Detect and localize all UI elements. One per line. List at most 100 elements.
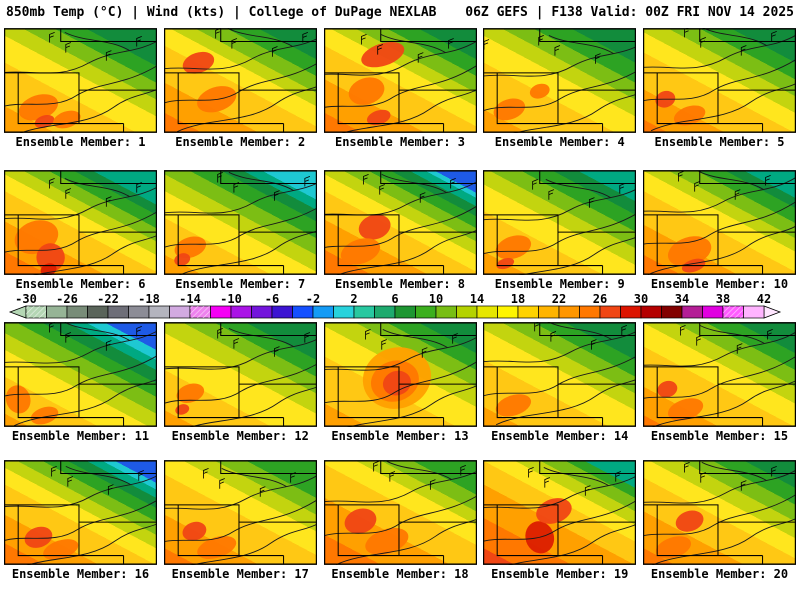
colorbar-tick-label: -14 [179,292,201,306]
colorbar-tick-label: 34 [675,292,689,306]
colorbar-segment [353,305,375,319]
colorbar-segment [333,305,355,319]
ensemble-member-label: Ensemble Member: 11 [11,429,150,443]
ensemble-map [483,170,637,275]
ensemble-member-label: Ensemble Member: 20 [650,567,789,581]
colorbar-tick-label: 6 [391,292,398,306]
ensemble-map [643,460,796,565]
ensemble-member-cell: Ensemble Member: 2 [163,28,317,149]
ensemble-map [163,460,317,565]
colorbar-tick-label: 2 [350,292,357,306]
colorbar-segment [128,305,150,319]
colorbar-tick-label: 26 [593,292,607,306]
ensemble-member-label: Ensemble Member: 9 [494,277,625,291]
ensemble-member-cell: Ensemble Member: 11 [4,322,157,443]
ensemble-member-cell: Ensemble Member: 19 [483,460,637,581]
ensemble-map [4,28,157,133]
ensemble-map [4,460,157,565]
ensemble-row-2: Ensemble Member: 6 Ensemble Member: 7 Ense… [4,170,796,291]
colorbar-tick-label: 18 [511,292,525,306]
ensemble-member-label: Ensemble Member: 6 [15,277,146,291]
colorbar-segment [394,305,416,319]
ensemble-member-label: Ensemble Member: 17 [171,567,309,581]
colorbar-segment [661,305,683,319]
colorbar-segment [87,305,109,319]
ensemble-member-cell: Ensemble Member: 13 [323,322,477,443]
colorbar-tick-label: -26 [56,292,78,306]
colorbar-tick-label: -6 [265,292,279,306]
colorbar-tick-label: 38 [716,292,730,306]
ensemble-member-label: Ensemble Member: 10 [650,277,789,291]
colorbar-segment [497,305,519,319]
ensemble-member-label: Ensemble Member: 14 [491,429,629,443]
colorbar-segment [312,305,334,319]
ensemble-member-cell: Ensemble Member: 14 [483,322,637,443]
ensemble-map [4,322,157,427]
ensemble-map [4,170,157,275]
colorbar-segment [46,305,68,319]
ensemble-map [163,322,317,427]
colorbar-segment [702,305,724,319]
ensemble-map [323,170,477,275]
colorbar-tick-label: 42 [757,292,771,306]
ensemble-member-cell: Ensemble Member: 18 [323,460,477,581]
ensemble-member-cell: Ensemble Member: 16 [4,460,157,581]
ensemble-row-3: Ensemble Member: 11 Ensemble Member: 12 En… [4,322,796,443]
ensemble-member-label: Ensemble Member: 1 [15,135,146,149]
product-title: 850mb Temp (°C) | Wind (kts) | College o… [6,5,437,20]
ensemble-map [323,28,477,133]
ensemble-member-cell: Ensemble Member: 3 [323,28,477,149]
colorbar-tick-label: 14 [470,292,484,306]
colorbar-segment [169,305,191,319]
ensemble-member-cell: Ensemble Member: 17 [163,460,317,581]
colorbar-segment [620,305,642,319]
colorbar-segment [292,305,314,319]
ensemble-map [643,322,796,427]
colorbar-segment [251,305,273,319]
ensemble-member-label: Ensemble Member: 19 [491,567,629,581]
ensemble-member-label: Ensemble Member: 18 [331,567,469,581]
colorbar-segment [374,305,396,319]
colorbar-tick-label: 10 [429,292,443,306]
colorbar-segment [558,305,580,319]
ensemble-map [643,28,796,133]
ensemble-member-label: Ensemble Member: 13 [331,429,469,443]
colorbar-segment [640,305,662,319]
ensemble-map [483,460,637,565]
colorbar-segment [538,305,560,319]
ensemble-member-cell: Ensemble Member: 1 [4,28,157,149]
colorbar-segment [271,305,293,319]
ensemble-member-cell: Ensemble Member: 5 [643,28,796,149]
temperature-colorbar: -30 -26 -22 -18 -14 -10 -6 -2 2 6 10 14 18 22 26 30 34 38… [8,292,782,319]
ensemble-map [483,28,637,133]
colorbar-segment [230,305,252,319]
colorbar-tick-label: -2 [306,292,320,306]
colorbar-tick-label: 30 [634,292,648,306]
ensemble-member-label: Ensemble Member: 2 [175,135,306,149]
colorbar-tick-label: -10 [220,292,242,306]
colorbar-tick-label: -30 [15,292,37,306]
colorbar-segment [681,305,703,319]
ensemble-member-cell: Ensemble Member: 9 [483,170,637,291]
colorbar-tick-label: 22 [552,292,566,306]
ensemble-member-label: Ensemble Member: 4 [494,135,625,149]
ensemble-map [323,322,477,427]
colorbar-segment [456,305,478,319]
ensemble-map [163,170,317,275]
ensemble-member-label: Ensemble Member: 12 [171,429,309,443]
run-valid-info: 06Z GEFS | F138 Valid: 00Z FRI NOV 14 20… [465,5,794,20]
colorbar-segment [743,305,765,319]
ensemble-member-label: Ensemble Member: 15 [650,429,789,443]
ensemble-member-cell: Ensemble Member: 7 [163,170,317,291]
ensemble-member-label: Ensemble Member: 8 [334,277,466,291]
ensemble-member-cell: Ensemble Member: 12 [163,322,317,443]
colorbar-segment [435,305,457,319]
colorbar-tick-label: -18 [138,292,160,306]
ensemble-row-4: Ensemble Member: 16 Ensemble Member: 17 En… [4,460,796,581]
ensemble-member-label: Ensemble Member: 3 [334,135,466,149]
ensemble-row-1: Ensemble Member: 1 Ensemble Member: 2 Ense… [4,28,796,149]
ensemble-member-label: Ensemble Member: 5 [654,135,785,149]
ensemble-member-cell: Ensemble Member: 4 [483,28,637,149]
colorbar-segment [66,305,88,319]
ensemble-member-label: Ensemble Member: 16 [11,567,150,581]
